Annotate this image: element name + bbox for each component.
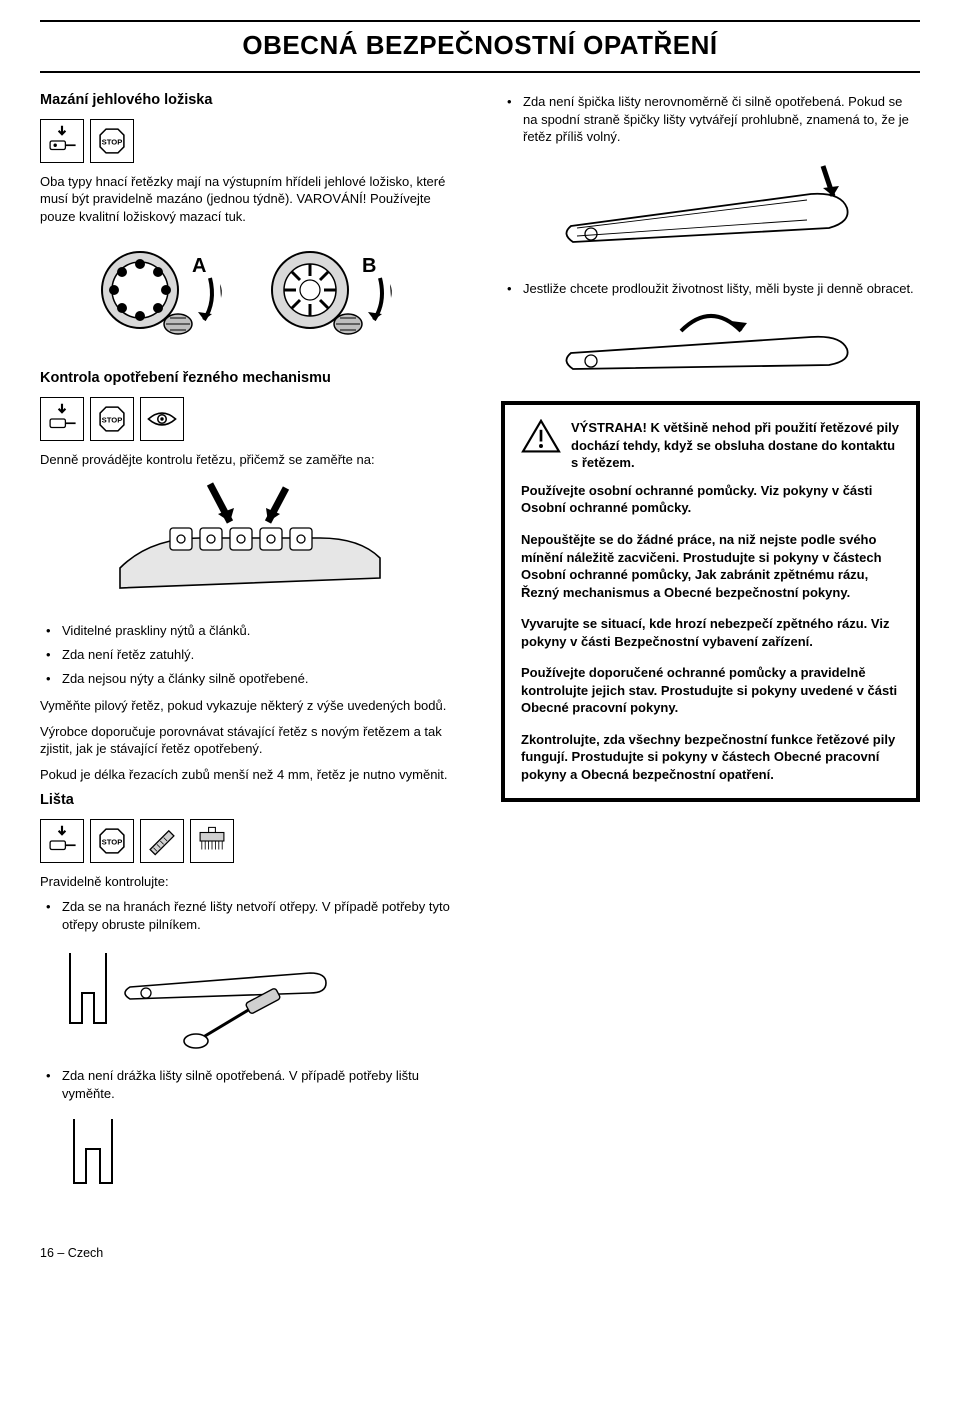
page-footer: 16 – Czech	[40, 1245, 920, 1262]
eye-icon	[140, 397, 184, 441]
paragraph-check-regularly: Pravidelně kontrolujte:	[40, 873, 459, 891]
warning-paragraph: Nepouštějte se do žádné práce, na niž ne…	[521, 531, 900, 601]
sprocket-diagram: A B	[60, 235, 440, 355]
right-column: Zda není špička lišty nerovnoměrně či si…	[495, 87, 920, 1206]
bar-rotate-list: Jestliže chcete prodloužit životnost liš…	[501, 280, 920, 298]
list-item: Zda není drážka lišty silně opotřebená. …	[40, 1067, 459, 1102]
list-item: Zda nejsou nýty a články silně opotřeben…	[40, 670, 459, 688]
svg-text:STOP: STOP	[102, 415, 123, 424]
brush-icon	[190, 819, 234, 863]
file-tool-icon	[140, 819, 184, 863]
list-item: Zda není špička lišty nerovnoměrně či si…	[501, 93, 920, 146]
paragraph-compare: Výrobce doporučuje porovnávat stávající …	[40, 723, 459, 758]
warning-triangle-icon	[521, 419, 561, 455]
icon-row-inspect: STOP	[40, 397, 459, 441]
paragraph-4mm: Pokud je délka řezacích zubů menší než 4…	[40, 766, 459, 784]
paragraph-lubrication: Oba typy hnací řetězky mají na výstupním…	[40, 173, 459, 226]
warning-paragraph: Používejte osobní ochranné pomůcky. Viz …	[521, 482, 900, 517]
paragraph-replace: Vyměňte pilový řetěz, pokud vykazuje něk…	[40, 697, 459, 715]
icon-row-stop: STOP	[40, 119, 459, 163]
list-item: Viditelné praskliny nýtů a článků.	[40, 622, 459, 640]
list-item: Jestliže chcete prodloužit životnost liš…	[501, 280, 920, 298]
bar-check-list-1: Zda se na hranách řezné lišty netvoří ot…	[40, 898, 459, 933]
left-column: Mazání jehlového ložiska STOP Oba typy h…	[40, 87, 465, 1206]
stop-icon: STOP	[90, 397, 134, 441]
bar-check-list-2: Zda není drážka lišty silně opotřebená. …	[40, 1067, 459, 1102]
stop-icon: STOP	[90, 119, 134, 163]
bar-file-diagram	[50, 943, 350, 1053]
chainsaw-down-icon	[40, 819, 84, 863]
svg-text:STOP: STOP	[102, 837, 123, 846]
bar-groove-diagram	[58, 1113, 128, 1193]
svg-text:B: B	[362, 255, 376, 277]
heading-wear-check: Kontrola opotřebení řezného mechanismu	[40, 369, 459, 389]
page-title: OBECNÁ BEZPEČNOSTNÍ OPATŘENÍ	[40, 20, 920, 73]
svg-text:STOP: STOP	[102, 137, 123, 146]
chain-inspect-diagram	[110, 478, 390, 608]
svg-text:A: A	[192, 255, 206, 277]
chainsaw-down-icon	[40, 397, 84, 441]
bar-rotate-diagram	[551, 307, 871, 387]
stop-icon: STOP	[90, 819, 134, 863]
paragraph-daily-check: Denně provádějte kontrolu řetězu, přičem…	[40, 451, 459, 469]
chain-check-list: Viditelné praskliny nýtů a článků. Zda n…	[40, 622, 459, 687]
list-item: Zda se na hranách řezné lišty netvoří ot…	[40, 898, 459, 933]
heading-bar: Lišta	[40, 791, 459, 811]
warning-heading: VÝSTRAHA! K většině nehod při použití ře…	[571, 419, 900, 472]
bar-tip-diagram	[551, 156, 871, 266]
warning-box: VÝSTRAHA! K většině nehod při použití ře…	[501, 401, 920, 801]
warning-paragraph: Vyvarujte se situací, kde hrozí nebezpeč…	[521, 615, 900, 650]
warning-paragraph: Používejte doporučené ochranné pomůcky a…	[521, 664, 900, 717]
heading-lubrication: Mazání jehlového ložiska	[40, 91, 459, 111]
icon-row-bar: STOP	[40, 819, 459, 863]
chainsaw-down-icon	[40, 119, 84, 163]
warning-paragraph: Zkontrolujte, zda všechny bezpečnostní f…	[521, 731, 900, 784]
bar-tip-list: Zda není špička lišty nerovnoměrně či si…	[501, 93, 920, 146]
list-item: Zda není řetěz zatuhlý.	[40, 646, 459, 664]
two-column-layout: Mazání jehlového ložiska STOP Oba typy h…	[40, 87, 920, 1206]
